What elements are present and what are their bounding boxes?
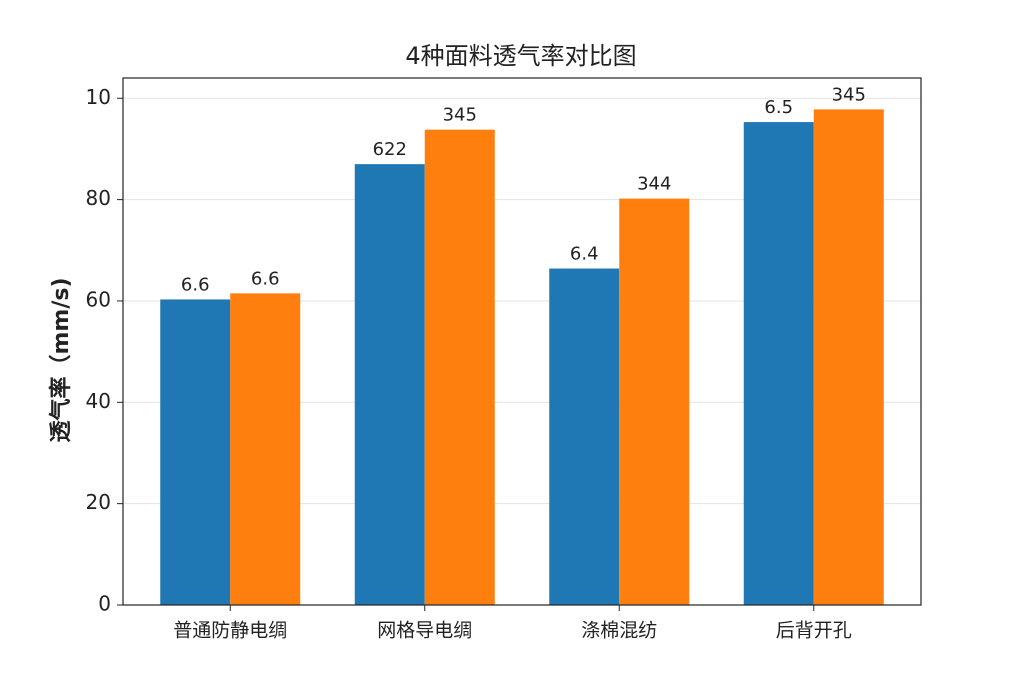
bar bbox=[743, 122, 814, 606]
y-tick-label: 60 bbox=[86, 287, 111, 311]
y-tick-label: 40 bbox=[86, 389, 111, 413]
bar bbox=[424, 129, 495, 606]
y-tick-label: 0 bbox=[98, 592, 111, 616]
bar-annotation: 6.6 bbox=[251, 268, 280, 289]
bar-annotation: 6.5 bbox=[764, 97, 793, 118]
y-tick-label: 80 bbox=[86, 186, 111, 210]
bar-annotation: 344 bbox=[637, 174, 671, 195]
y-tick-label: 20 bbox=[86, 490, 111, 514]
bar bbox=[354, 164, 425, 605]
bar bbox=[230, 293, 301, 605]
chart-title: 4种面料透气率对比图 bbox=[405, 42, 636, 70]
bar-annotation: 345 bbox=[443, 105, 477, 126]
x-tick-label: 后背开孔 bbox=[776, 620, 852, 642]
bar-annotation: 622 bbox=[373, 139, 407, 160]
y-axis-label: 透气率（mm/s) bbox=[48, 277, 74, 442]
bar-annotation: 6.6 bbox=[181, 274, 210, 295]
bar bbox=[813, 109, 884, 606]
plot-frame bbox=[122, 77, 922, 606]
x-tick-label: 网格导电绸 bbox=[377, 620, 472, 642]
y-tick-label: 10 bbox=[86, 85, 111, 109]
bar bbox=[619, 198, 690, 605]
bar-annotation: 6.4 bbox=[570, 244, 599, 265]
x-tick-label: 普通防静电绸 bbox=[173, 620, 287, 642]
bar bbox=[160, 299, 231, 605]
bar bbox=[549, 268, 620, 605]
bar-annotation: 345 bbox=[832, 84, 866, 105]
x-tick-label: 涤棉混纺 bbox=[581, 620, 657, 642]
